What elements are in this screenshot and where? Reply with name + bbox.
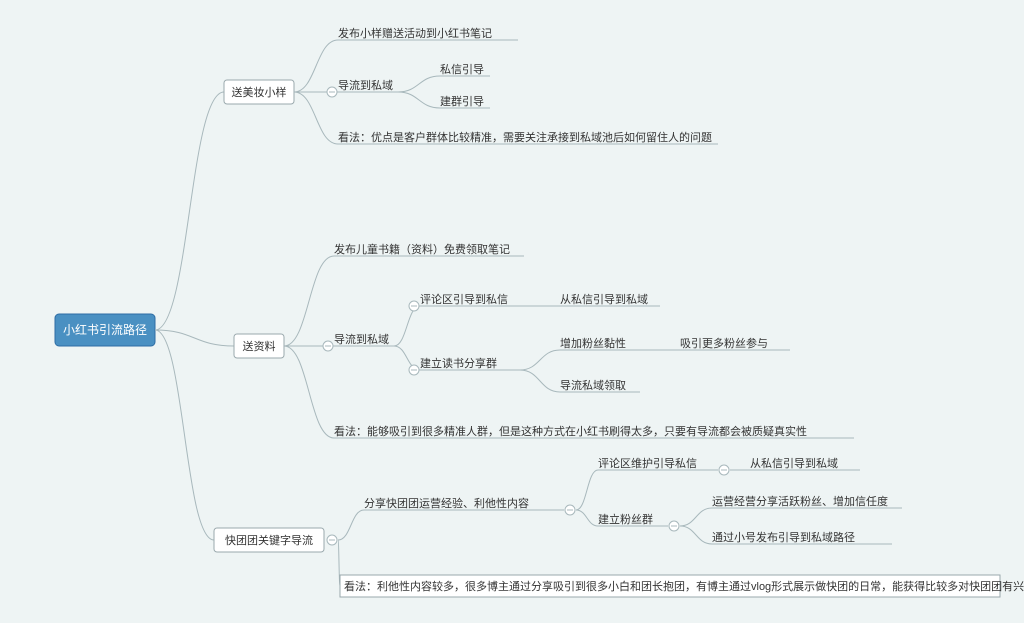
branch-label: 送资料 [243, 339, 276, 353]
edge [520, 370, 560, 392]
leaf-label: 私信引导 [440, 62, 484, 76]
edge [338, 510, 364, 540]
root-label: 小红书引流路径 [63, 322, 147, 337]
leaf-label: 评论区维护引导私信 [598, 456, 697, 470]
branch-label: 送美妆小样 [232, 85, 287, 99]
leaf-label: 发布小样赠送活动到小红书笔记 [338, 26, 492, 40]
leaf-label: 增加粉丝黏性 [560, 336, 626, 350]
edge [398, 76, 440, 92]
leaf-label: 导流到私域 [334, 332, 389, 346]
edge [576, 510, 598, 526]
edge [294, 92, 338, 144]
edge [680, 526, 712, 544]
leaf-label: 导流到私域 [338, 78, 393, 92]
leaf-label: 建立读书分享群 [420, 356, 497, 370]
leaf-label: 运营经营分享活跃粉丝、增加信任度 [712, 494, 888, 508]
leaf-label: 评论区引导到私信 [420, 292, 508, 306]
edge [155, 330, 214, 540]
leaf-label: 发布儿童书籍（资料）免费领取笔记 [334, 242, 510, 256]
edge [294, 40, 338, 92]
edge [576, 470, 598, 510]
leaf-label: 建群引导 [440, 94, 484, 108]
leaf-label: 看法：优点是客户群体比较精准，需要关注承接到私域池后如何留住人的问题 [338, 130, 712, 144]
leaf-label: 从私信引导到私域 [560, 292, 648, 306]
edge [155, 92, 224, 330]
leaf-label: 从私信引导到私域 [750, 456, 838, 470]
edge [398, 92, 440, 108]
mindmap-canvas: 小红书引流路径送美妆小样发布小样赠送活动到小红书笔记导流到私域私信引导建群引导看… [0, 0, 1024, 623]
leaf-label: 分享快团团运营经验、利他性内容 [364, 496, 529, 510]
branch-label: 快团团关键字导流 [225, 533, 313, 547]
leaf-label: 看法：能够吸引到很多精准人群，但是这种方式在小红书刷得太多，只要有导流都会被质疑… [334, 424, 807, 438]
leaf-label: 建立粉丝群 [598, 512, 653, 526]
edge [284, 346, 334, 438]
leaf-label: 导流私域领取 [560, 378, 626, 392]
edge [680, 508, 712, 526]
leaf-label: 吸引更多粉丝参与 [680, 336, 768, 350]
leaf-label: 看法：利他性内容较多，很多博主通过分享吸引到很多小白和团长抱团，有博主通过vlo… [344, 579, 1024, 593]
edge [284, 256, 334, 346]
leaf-label: 通过小号发布引导到私域路径 [712, 530, 855, 544]
edge [520, 350, 560, 370]
edge [394, 306, 420, 346]
